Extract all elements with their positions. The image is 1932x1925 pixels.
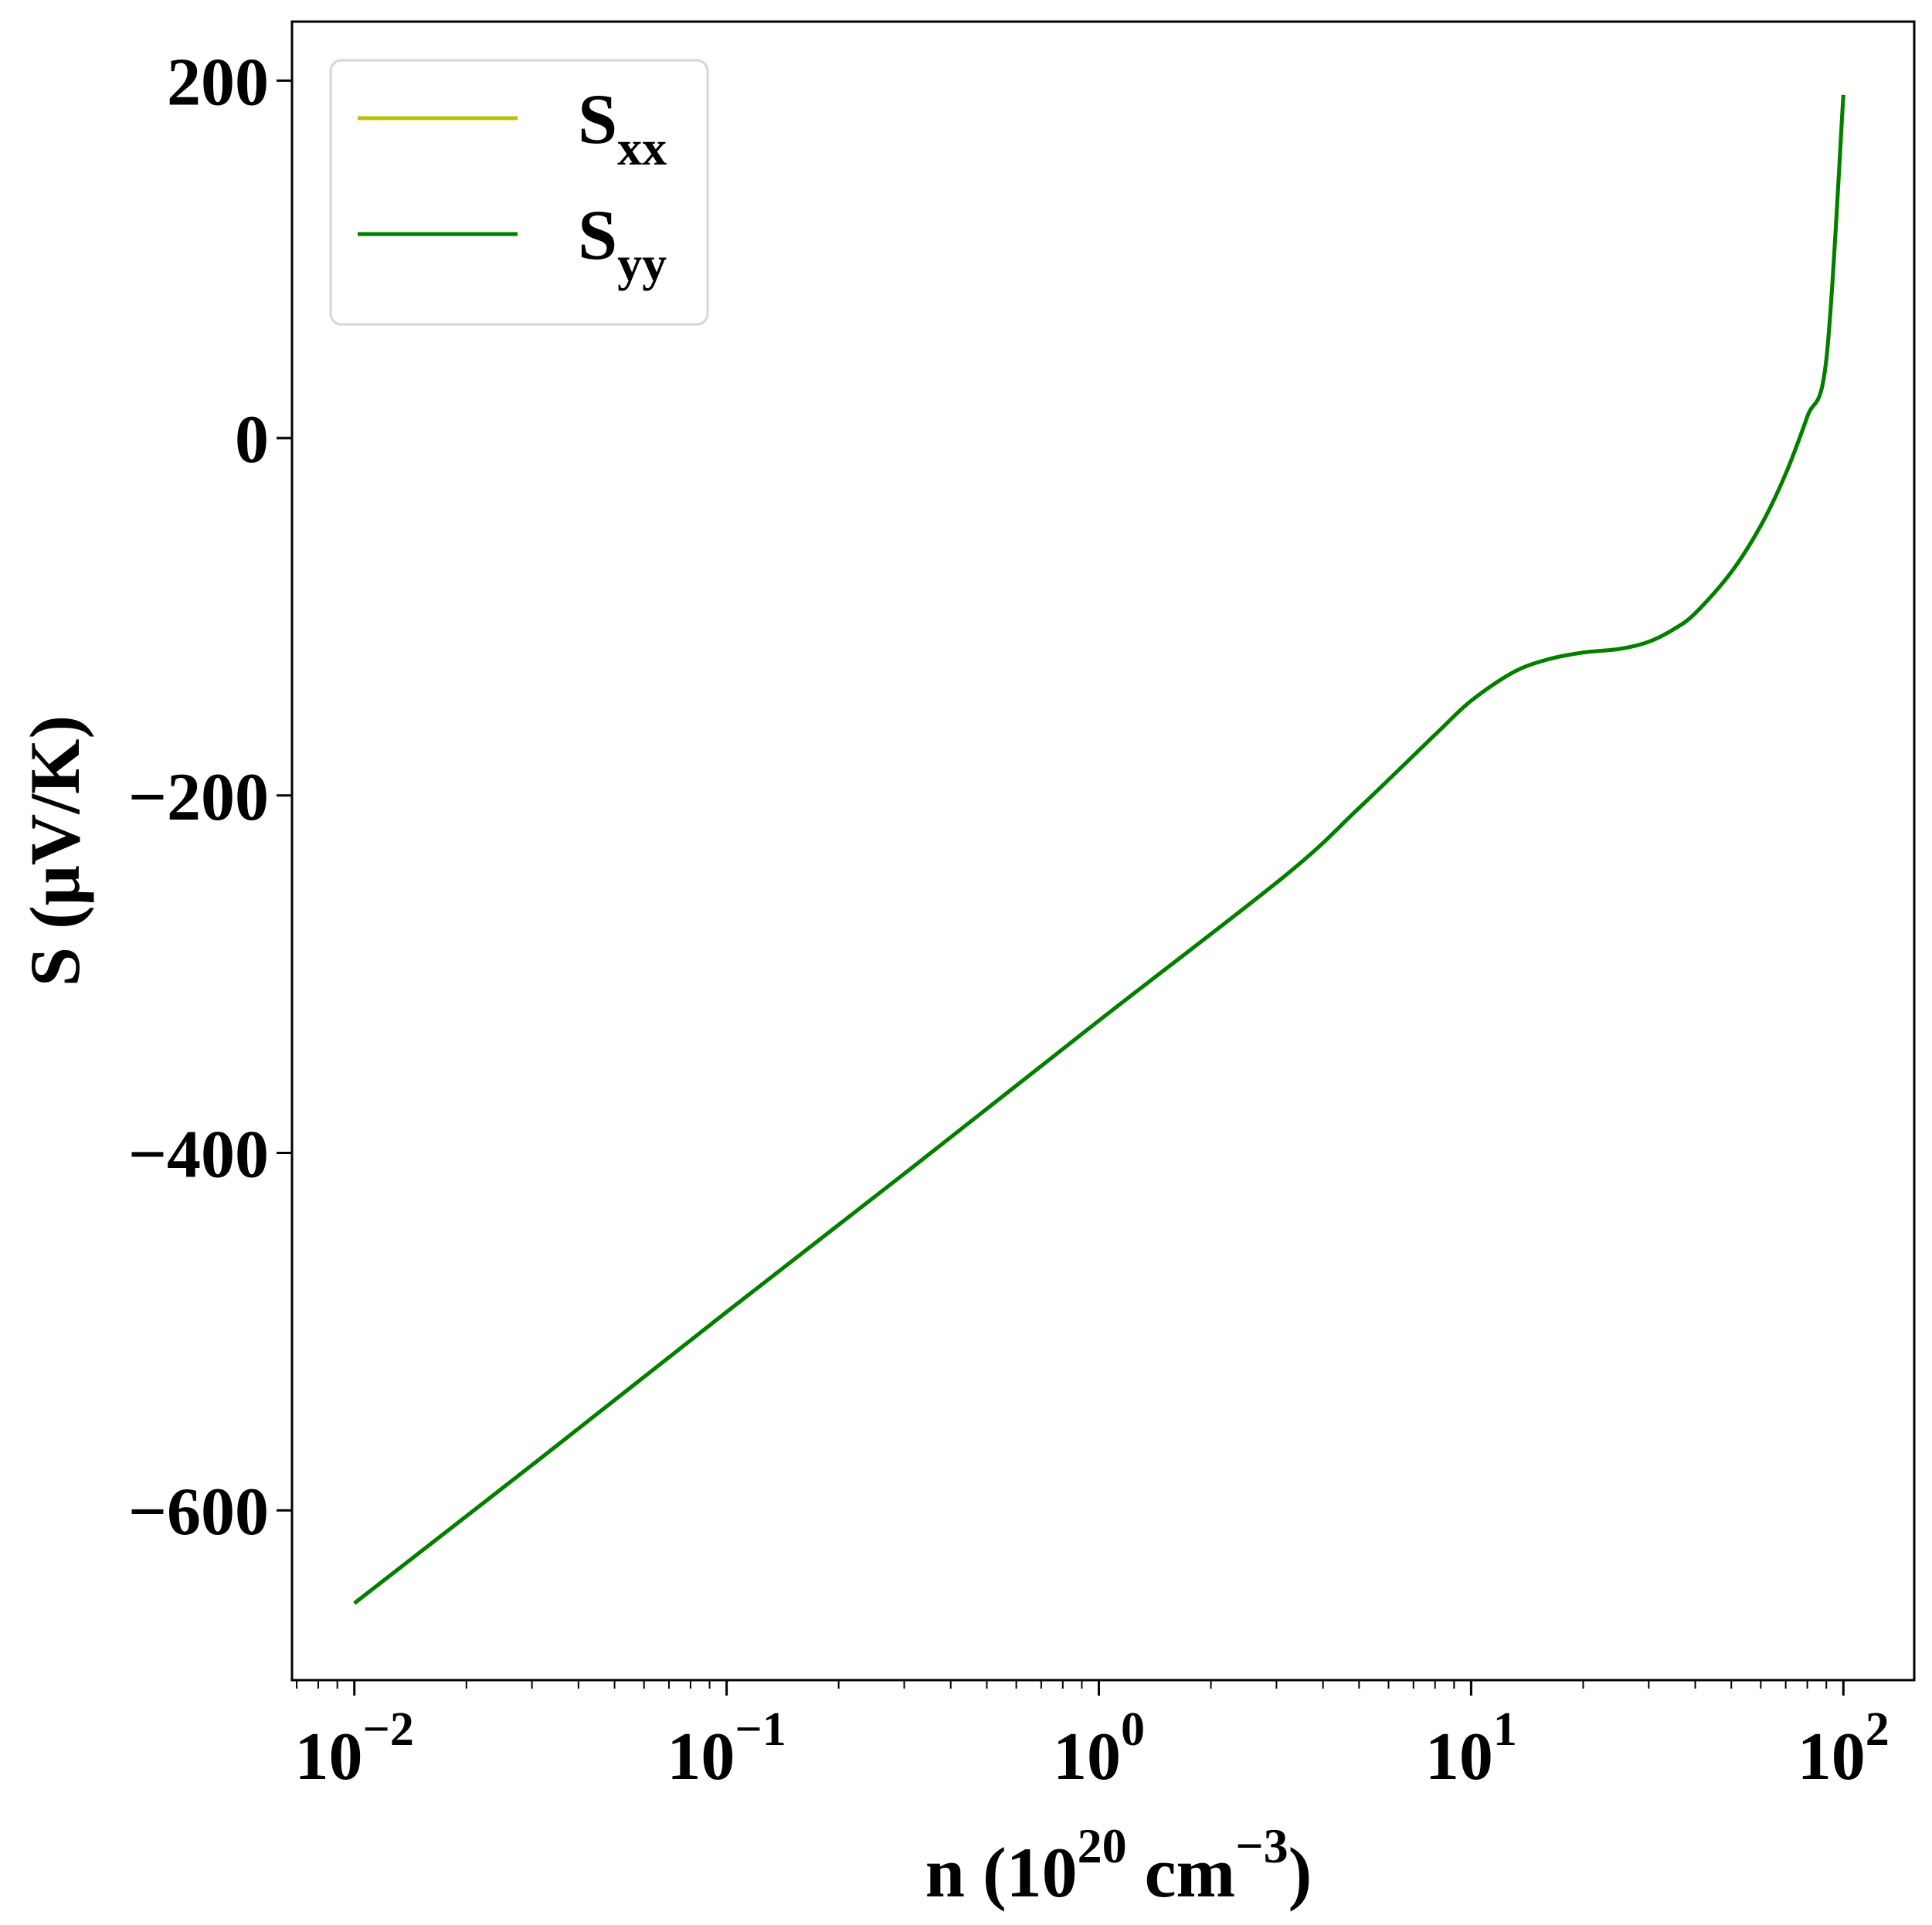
- x-tick-base: 10: [1425, 1720, 1493, 1794]
- y-tick-label: −600: [128, 1475, 269, 1550]
- x-tick-exponent: 0: [1121, 1703, 1145, 1756]
- x-tick-label: 10−2: [295, 1703, 414, 1794]
- x-tick-exponent: −2: [363, 1703, 414, 1756]
- y-tick-label: −400: [128, 1117, 269, 1192]
- y-axis-label: S (μV/K): [15, 715, 94, 986]
- x-tick-exponent: 1: [1493, 1703, 1517, 1756]
- x-tick-base: 10: [667, 1720, 735, 1794]
- legend-label-xx: Sxx: [578, 80, 667, 175]
- x-axis-label-part: n (10: [925, 1833, 1078, 1912]
- x-tick-label: 101: [1425, 1703, 1517, 1794]
- legend-label-yy: Syy: [578, 195, 667, 291]
- x-axis-label-part: −3: [1235, 1818, 1288, 1873]
- legend-label-subscript: xx: [617, 121, 667, 175]
- axes-frame: [290, 20, 1916, 1682]
- y-tick-label: 200: [167, 45, 269, 120]
- legend-box: [329, 59, 709, 326]
- x-tick-base: 10: [1053, 1720, 1121, 1794]
- x-axis-label-part: ): [1289, 1833, 1312, 1912]
- x-axis-label-part: cm: [1127, 1833, 1235, 1912]
- series-line-yy: [353, 94, 1845, 1605]
- x-tick-label: 102: [1798, 1703, 1890, 1794]
- x-tick-label: 100: [1053, 1703, 1145, 1794]
- legend-label-main: S: [578, 195, 617, 274]
- x-axis-label: n (1020 cm−3): [925, 1818, 1312, 1912]
- x-tick-exponent: 2: [1866, 1703, 1890, 1756]
- x-tick-exponent: −1: [735, 1703, 786, 1756]
- y-tick-label: −200: [128, 760, 269, 835]
- x-tick-label: 10−1: [667, 1703, 786, 1794]
- x-tick-base: 10: [295, 1720, 363, 1794]
- x-tick-base: 10: [1798, 1720, 1866, 1794]
- legend-label-main: S: [578, 80, 617, 158]
- legend-label-subscript: yy: [617, 236, 667, 291]
- y-tick-label: 0: [235, 402, 269, 477]
- x-axis-label-part: 20: [1078, 1818, 1127, 1873]
